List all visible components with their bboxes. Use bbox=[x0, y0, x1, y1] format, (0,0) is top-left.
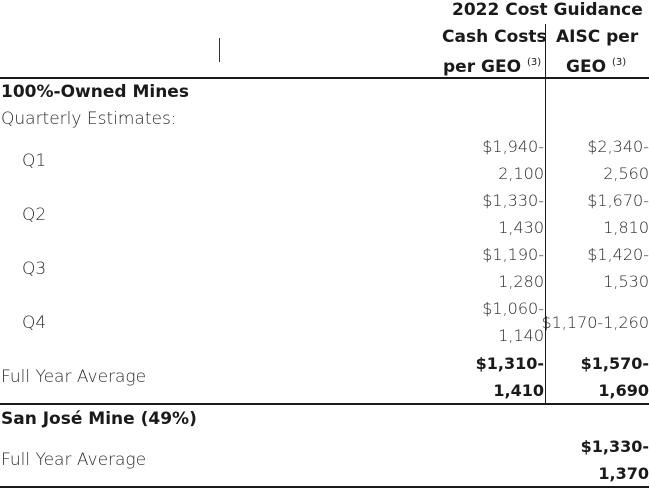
section-divider bbox=[0, 403, 649, 405]
footnote-marker: (3) bbox=[611, 57, 627, 68]
aisc-san-jose-high: 1,370 bbox=[598, 464, 649, 483]
column-divider-header bbox=[545, 24, 546, 77]
cash-costs-header-line2: per GEO (3) bbox=[443, 57, 542, 77]
aisc-header-line1: AISC per bbox=[556, 27, 639, 47]
cash-cost-q3-low: $1,190- bbox=[482, 245, 544, 264]
cash-cost-full-year-low: $1,310- bbox=[475, 354, 544, 373]
header-divider bbox=[0, 77, 649, 79]
aisc-q3-low: $1,420- bbox=[587, 245, 649, 264]
quarterly-estimates-label: Quarterly Estimates: bbox=[1, 109, 177, 129]
cash-cost-full-year-high: 1,410 bbox=[493, 381, 544, 400]
cash-cost-q4-low: $1,060- bbox=[482, 299, 544, 318]
aisc-q2-low: $1,670- bbox=[587, 191, 649, 210]
table-bottom-border bbox=[0, 486, 649, 488]
aisc-q2-high: 1,810 bbox=[603, 218, 649, 237]
footnote-marker: (3) bbox=[526, 57, 542, 68]
row-label-q1: Q1 bbox=[22, 151, 47, 171]
aisc-q3-high: 1,530 bbox=[603, 272, 649, 291]
aisc-san-jose-low: $1,330- bbox=[580, 437, 649, 456]
section-title-san-jose: San José Mine (49%) bbox=[1, 409, 197, 429]
row-label-q2: Q2 bbox=[22, 205, 47, 225]
aisc-full-year-high: 1,690 bbox=[598, 381, 649, 400]
aisc-q1-high: 2,560 bbox=[603, 164, 649, 183]
row-label-q4: Q4 bbox=[22, 313, 47, 333]
text-cursor bbox=[219, 38, 220, 62]
aisc-header-line2: GEO (3) bbox=[566, 57, 627, 77]
row-label-san-jose-full-year: Full Year Average bbox=[1, 450, 147, 470]
cash-cost-q2-high: 1,430 bbox=[498, 218, 544, 237]
row-label-full-year: Full Year Average bbox=[1, 367, 147, 387]
section-title-owned-mines: 100%-Owned Mines bbox=[1, 82, 189, 102]
aisc-q4: $1,170-1,260 bbox=[541, 313, 649, 332]
cash-cost-q3-high: 1,280 bbox=[498, 272, 544, 291]
cash-costs-header-line1: Cash Costs bbox=[442, 27, 547, 47]
column-divider bbox=[545, 79, 546, 403]
cash-cost-q1-low: $1,940- bbox=[482, 137, 544, 156]
cash-cost-q1-high: 2,100 bbox=[498, 164, 544, 183]
cash-cost-q2-low: $1,330- bbox=[482, 191, 544, 210]
row-label-q3: Q3 bbox=[22, 259, 47, 279]
cost-guidance-header: 2022 Cost Guidance bbox=[452, 0, 643, 20]
aisc-q1-low: $2,340- bbox=[587, 137, 649, 156]
aisc-full-year-low: $1,570- bbox=[580, 354, 649, 373]
cash-cost-q4-high: 1,140 bbox=[498, 326, 544, 345]
